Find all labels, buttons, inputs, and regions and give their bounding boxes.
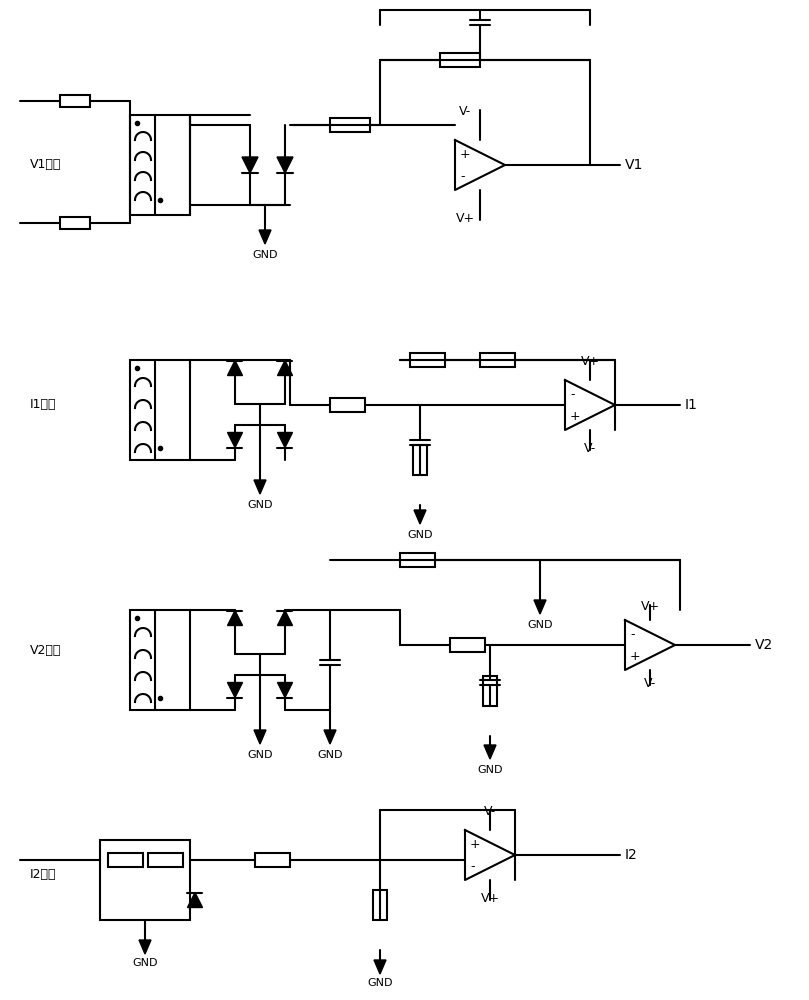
Text: -: - [460, 170, 464, 184]
Bar [483, 676, 497, 706]
Text: +: + [630, 650, 641, 664]
Text: V+: V+ [580, 355, 599, 368]
Text: GND: GND [317, 750, 343, 760]
Bar [330, 398, 365, 412]
Text: GND: GND [248, 500, 273, 510]
Polygon shape [324, 730, 336, 744]
Bar [440, 53, 480, 67]
Polygon shape [277, 157, 293, 173]
Bar [480, 353, 515, 367]
Text: +: + [570, 410, 581, 424]
Polygon shape [277, 432, 293, 448]
Polygon shape [254, 480, 266, 494]
Text: I2采样: I2采样 [30, 868, 57, 882]
Text: V2: V2 [755, 638, 773, 652]
Bar [148, 853, 183, 867]
Text: V+: V+ [455, 212, 475, 225]
Text: GND: GND [527, 620, 553, 630]
Text: GND: GND [367, 978, 392, 988]
Text: GND: GND [248, 750, 273, 760]
Text: GND: GND [477, 765, 502, 775]
Text: I1采样: I1采样 [30, 398, 57, 412]
Polygon shape [534, 600, 546, 614]
Polygon shape [277, 682, 293, 698]
Bar [373, 890, 387, 920]
Text: GND: GND [407, 530, 433, 540]
Text: V-: V- [484, 805, 496, 818]
Polygon shape [414, 510, 426, 524]
Bar [130, 115, 190, 215]
Bar [130, 610, 190, 710]
Text: +: + [470, 838, 481, 852]
Bar [330, 118, 370, 132]
Bar [410, 353, 445, 367]
Text: V+: V+ [641, 600, 659, 613]
Polygon shape [188, 892, 202, 908]
Text: V1采样: V1采样 [30, 158, 61, 172]
Text: V-: V- [459, 105, 471, 118]
Text: I1: I1 [685, 398, 698, 412]
Polygon shape [242, 157, 258, 173]
Polygon shape [227, 360, 243, 375]
Polygon shape [254, 730, 266, 744]
Polygon shape [484, 745, 496, 759]
Text: I2: I2 [625, 848, 637, 862]
Bar [450, 638, 485, 652]
Polygon shape [139, 940, 151, 954]
Text: +: + [460, 148, 471, 161]
Text: -: - [470, 860, 475, 874]
Polygon shape [277, 610, 293, 626]
Text: V+: V+ [481, 892, 500, 905]
Text: V1: V1 [625, 158, 643, 172]
Bar [60, 95, 90, 107]
Text: V2采样: V2采样 [30, 644, 61, 656]
Polygon shape [227, 682, 243, 698]
Bar [255, 853, 290, 867]
Bar [100, 840, 190, 920]
Text: V-: V- [584, 442, 596, 455]
Polygon shape [227, 432, 243, 448]
Text: GND: GND [252, 250, 277, 260]
Text: V-: V- [644, 677, 656, 690]
Bar [400, 553, 435, 567]
Bar [108, 853, 143, 867]
Text: GND: GND [132, 958, 158, 968]
Polygon shape [374, 960, 386, 974]
Text: -: - [570, 388, 574, 401]
Bar [60, 217, 90, 229]
Polygon shape [227, 610, 243, 626]
Polygon shape [259, 230, 271, 244]
Bar [413, 445, 427, 475]
Bar [130, 360, 190, 460]
Polygon shape [277, 360, 293, 375]
Text: -: - [630, 629, 634, 642]
